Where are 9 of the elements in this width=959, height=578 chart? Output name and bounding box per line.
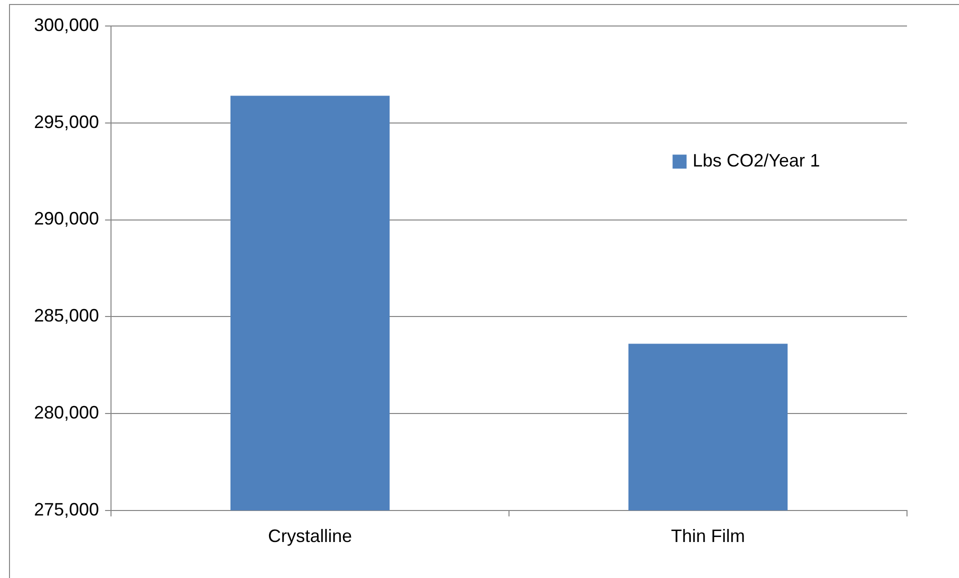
y-tick-label: 290,000 <box>34 208 100 229</box>
x-tick-label: Crystalline <box>268 526 352 546</box>
legend-label: Lbs CO2/Year 1 <box>692 150 820 171</box>
y-tick-label: 280,000 <box>34 402 100 422</box>
y-tick-label: 285,000 <box>34 306 100 326</box>
y-tick-label: 300,000 <box>34 14 100 35</box>
x-tick-label: Thin Film <box>671 526 746 546</box>
y-tick-label: 275,000 <box>34 499 100 520</box>
y-tick-label: 295,000 <box>34 112 100 132</box>
